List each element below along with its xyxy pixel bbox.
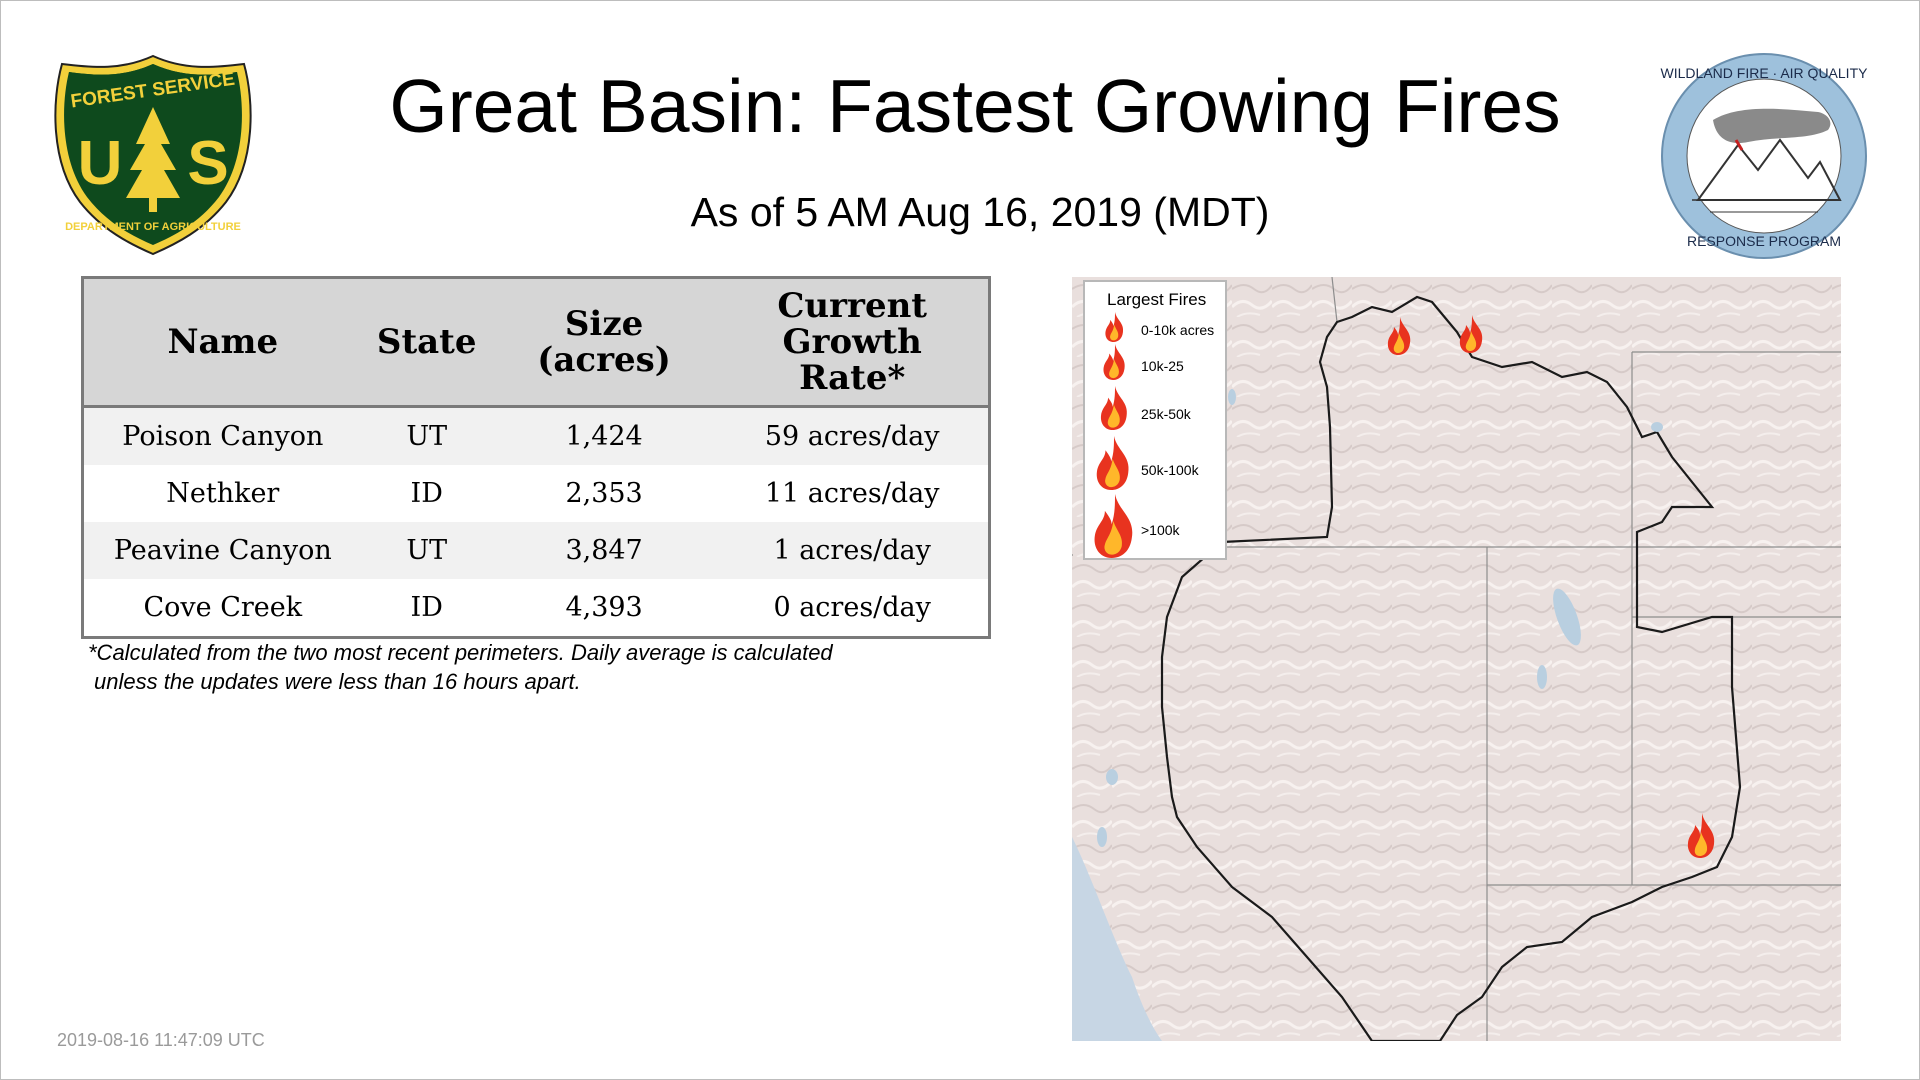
legend-label: 25k-50k: [1141, 406, 1191, 422]
page-title: Great Basin: Fastest Growing Fires: [389, 64, 1561, 148]
flame-icon: [1103, 344, 1125, 380]
legend-label: 50k-100k: [1141, 462, 1199, 478]
legend-title: Largest Fires: [1107, 290, 1207, 309]
cell-state: UT: [361, 522, 492, 579]
map-legend: Largest Fires 0-10k acres 10k-25 25k-50k…: [1083, 280, 1227, 560]
header-rate-line3: Rate*: [799, 358, 906, 398]
wildland-fire-logo: WILDLAND FIRE · AIR QUALITY RESPONSE PRO…: [1658, 50, 1870, 262]
fastest-growing-fires-table: Name State Size (acres) Current Growth R…: [81, 276, 991, 639]
cell-rate: 1 acres/day: [716, 522, 990, 579]
lakes: [1097, 389, 1663, 847]
cell-size: 4,393: [491, 579, 717, 638]
page-subtitle: As of 5 AM Aug 16, 2019 (MDT): [690, 189, 1270, 235]
svg-text:DEPARTMENT OF AGRICULTURE: DEPARTMENT OF AGRICULTURE: [65, 221, 241, 233]
cell-rate: 59 acres/day: [716, 406, 990, 465]
header-size: Size (acres): [491, 277, 717, 408]
header-growth-rate: Current Growth Rate*: [716, 277, 990, 408]
flame-icon: [1096, 436, 1129, 490]
forest-service-logo: FOREST SERVICE U S DEPARTMENT OF AGRICUL…: [50, 52, 256, 258]
fire-marker-3: [1687, 813, 1715, 858]
footnote-line-1: *Calculated from the two most recent per…: [88, 640, 833, 665]
table-header-row: Name State Size (acres) Current Growth R…: [82, 277, 990, 408]
cell-name: Cove Creek: [82, 579, 362, 638]
ocean-area: [1072, 837, 1162, 1041]
legend-label: 0-10k acres: [1141, 322, 1215, 338]
cell-size: 2,353: [491, 465, 717, 522]
cell-state: UT: [361, 406, 492, 465]
header-rate-line2: Growth: [782, 322, 922, 362]
table-footnote: *Calculated from the two most recent per…: [88, 638, 948, 696]
flame-icon: [1094, 494, 1133, 558]
header-size-line1: Size: [564, 304, 644, 344]
cell-size: 1,424: [491, 406, 717, 465]
cell-name: Peavine Canyon: [82, 522, 362, 579]
svg-text:U: U: [78, 129, 123, 198]
great-basin-boundary: [1160, 295, 1742, 1041]
legend-label: 10k-25: [1141, 358, 1184, 374]
svg-text:WILDLAND FIRE · AIR QUALITY: WILDLAND FIRE · AIR QUALITY: [1661, 65, 1869, 81]
cell-rate: 11 acres/day: [716, 465, 990, 522]
table-row: Peavine Canyon UT 3,847 1 acres/day: [82, 522, 990, 579]
state-borders: [1072, 277, 1841, 1041]
svg-text:RESPONSE PROGRAM: RESPONSE PROGRAM: [1687, 233, 1841, 249]
flame-icon: [1100, 386, 1127, 430]
legend-label: >100k: [1141, 522, 1180, 538]
table-row: Poison Canyon UT 1,424 59 acres/day: [82, 406, 990, 465]
cell-name: Poison Canyon: [82, 406, 362, 465]
svg-text:S: S: [187, 129, 228, 198]
table-row: Cove Creek ID 4,393 0 acres/day: [82, 579, 990, 638]
flame-icon: [1105, 312, 1124, 342]
fire-marker-2: [1459, 315, 1483, 353]
header-size-line2: (acres): [537, 340, 671, 380]
cell-name: Nethker: [82, 465, 362, 522]
header-state: State: [361, 277, 492, 408]
generated-timestamp: 2019-08-16 11:47:09 UTC: [57, 1030, 265, 1050]
table-row: Nethker ID 2,353 11 acres/day: [82, 465, 990, 522]
cell-state: ID: [361, 579, 492, 638]
cell-rate: 0 acres/day: [716, 579, 990, 638]
header-rate-line1: Current: [777, 286, 928, 326]
cell-size: 3,847: [491, 522, 717, 579]
fire-marker-1: [1387, 317, 1411, 355]
header-name: Name: [82, 277, 362, 408]
cell-state: ID: [361, 465, 492, 522]
footnote-line-2: unless the updates were less than 16 hou…: [94, 669, 581, 694]
